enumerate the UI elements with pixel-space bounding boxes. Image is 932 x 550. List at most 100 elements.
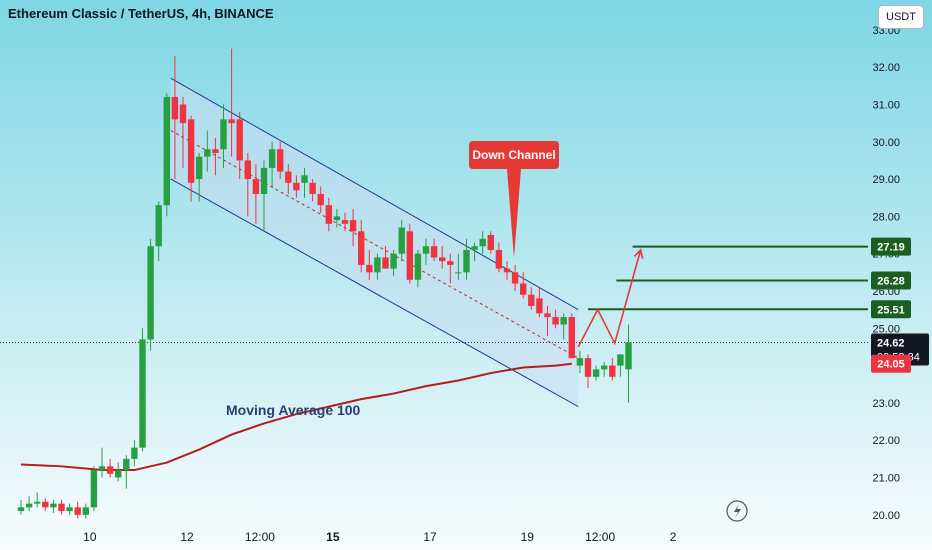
time-tick-label: 10 [83,530,97,544]
candle-body [333,216,341,221]
candle-body [131,447,138,459]
channel-upper-line [170,77,579,311]
moving-average-label: Moving Average 100 [226,402,361,418]
candle-body [25,503,33,508]
candle-body [179,104,187,124]
currency-selector-button[interactable]: USDT [878,5,924,29]
candle-body [317,193,324,206]
lightning-bolt-icon [734,504,741,518]
candle-body [406,231,413,280]
candle-body [366,264,373,273]
candle-body [552,317,559,325]
price-tick-label: 30.00 [872,137,900,149]
price-tick-label: 20.00 [872,510,900,522]
candle-body [50,503,57,508]
candle-body [187,119,195,183]
candle-body [236,119,243,161]
candle-body [609,365,616,377]
candle-body [301,175,308,183]
candle-body [430,246,438,258]
price-tag-label: 24.05 [877,359,905,371]
projection-path [577,249,642,348]
candle-body [576,358,584,366]
candle-body [463,249,470,273]
candle-body [123,458,130,471]
candle-body [42,501,49,508]
candle-body [90,470,98,508]
candle-body [252,179,260,194]
candle-body [479,238,486,247]
candle-body [277,149,284,172]
candle-body [309,182,316,194]
candle-body [268,149,276,168]
price-tick-label: 31.00 [872,99,900,111]
candle-body [341,220,349,224]
candle-body [495,249,503,269]
candle-body [98,466,106,471]
candle-body [325,205,332,224]
projection-arrow-head [633,248,644,259]
candle-body [374,257,381,273]
price-tag-label: 25.51 [877,304,905,316]
candle-body [228,119,235,124]
candle-body [544,313,551,318]
price-tick-label: 25.00 [872,323,900,335]
price-tick-label: 32.00 [872,62,900,74]
candle-body [584,358,592,377]
price-tick-label: 28.00 [872,211,900,223]
price-tag [871,271,911,290]
candle-body [422,246,430,254]
candle-body [155,205,162,247]
candle-body [17,507,25,512]
candle-body [455,272,462,274]
candle-body [244,160,251,180]
candle-body [511,272,519,284]
candle-body [568,317,575,359]
candle-body [115,470,122,478]
candle-body [82,507,89,515]
price-tick-label: 29.00 [872,174,900,186]
callout-label: Down Channel [472,148,555,162]
callout-shape [469,141,559,258]
price-tag [871,354,911,373]
candle-body [447,261,454,265]
candle-body [560,317,567,325]
candle-body [285,171,292,183]
candle-body [349,220,357,232]
down-channel-callout: Down Channel [469,141,559,258]
time-tick-label: 12 [180,530,194,544]
candle-body [503,268,511,273]
candle-body [74,507,81,515]
candle-body [58,503,65,512]
candle-body [471,246,478,250]
candle-body [382,257,389,269]
candle-body [487,235,494,250]
candle-body [625,342,632,370]
time-tick-label: 17 [423,530,437,544]
candle-body [414,253,422,280]
time-tick-label: 15 [326,530,340,544]
candle-body [358,231,365,265]
candle-body [171,96,179,120]
candle-body [617,354,624,366]
price-tick-label: 21.00 [872,473,900,485]
price-tag [871,300,911,319]
lightning-icon [726,500,748,522]
candle-body [163,96,170,206]
candle-body [204,149,211,157]
candle-body [212,149,219,153]
price-tag-label: 26.28 [877,276,905,288]
candle-body [536,298,543,314]
candle-body [139,339,146,448]
candle-body [147,246,154,340]
candle-body [293,182,300,191]
time-tick-label: 12:00 [585,530,615,544]
time-tick-label: 19 [521,530,535,544]
candle-body [260,167,268,194]
candle-body [592,369,600,377]
candle-body [439,257,446,262]
candle-body [66,507,73,512]
current-price-label: 24.62 [877,337,905,349]
